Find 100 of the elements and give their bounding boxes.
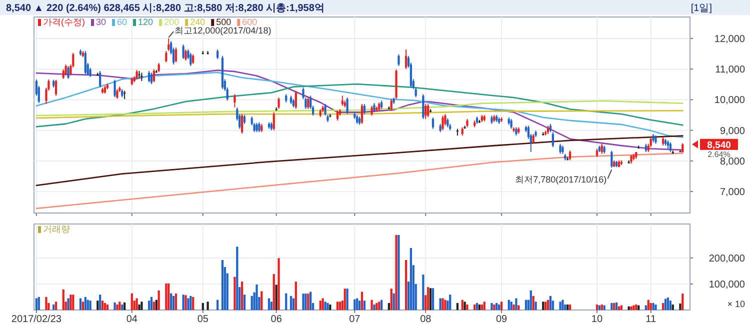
bar (427, 287, 430, 310)
bar (202, 302, 204, 310)
y-tick-label: 7,000 (720, 187, 746, 198)
bar (174, 294, 178, 310)
bar (544, 302, 547, 310)
bar (474, 304, 476, 310)
bar (654, 304, 657, 310)
bar (54, 302, 58, 310)
bar (664, 298, 667, 310)
bar (150, 296, 153, 310)
candlestick (184, 48, 187, 61)
bar (652, 302, 654, 310)
bar (290, 296, 292, 310)
bar (70, 294, 72, 310)
bar (260, 291, 263, 310)
candlestick (67, 66, 70, 80)
bar (294, 282, 297, 310)
bar (647, 300, 650, 310)
candlestick (373, 102, 376, 113)
candlestick (669, 142, 672, 153)
candlestick (552, 132, 554, 148)
x-tick-label: 07 (349, 314, 361, 325)
bar (99, 294, 102, 310)
bar (363, 300, 366, 310)
bar (338, 302, 342, 310)
candlestick (241, 114, 244, 134)
bar (429, 288, 432, 310)
candlestick (422, 94, 424, 120)
bar (292, 298, 295, 310)
bar (549, 296, 552, 310)
bar (38, 296, 40, 310)
legend-label: 60 (117, 17, 128, 27)
bar (130, 293, 133, 310)
bar (62, 289, 64, 310)
bar (562, 300, 564, 310)
candlestick (99, 70, 102, 88)
annotation: 최고12,000(2017/04/18) (174, 25, 272, 36)
bar (616, 302, 618, 310)
bar (206, 302, 209, 310)
bar (307, 294, 310, 310)
candlestick (341, 95, 344, 106)
bar (598, 305, 600, 310)
candlestick (559, 143, 562, 154)
bar (190, 296, 192, 310)
bar (216, 300, 219, 310)
candlestick (140, 72, 143, 82)
bar (275, 284, 278, 310)
bar (380, 300, 383, 310)
bar (422, 274, 424, 310)
bar (444, 300, 446, 310)
y-tick-label: 200,000 (708, 253, 746, 264)
bar (152, 302, 155, 310)
bar (510, 302, 512, 310)
bar (187, 298, 190, 310)
bar (268, 298, 270, 310)
candlestick (390, 98, 392, 112)
candlestick (62, 68, 64, 80)
bar (148, 300, 150, 310)
legend-label: 200 (164, 17, 180, 27)
bar (650, 302, 652, 310)
candlestick (398, 54, 400, 66)
bar (234, 276, 236, 310)
candlestick (682, 142, 684, 153)
candlestick (158, 62, 160, 73)
line-series (36, 152, 684, 210)
bar (532, 296, 534, 310)
bar (184, 295, 187, 310)
bar (662, 302, 664, 310)
bar (285, 293, 288, 310)
bar (638, 305, 640, 310)
annotation: 최저7,780(2017/10/16) (515, 174, 607, 185)
chart-title: 8,540 ▲ 220 (2.64%) 628,465 시:8,280 고:8,580 저:8,280 시총:1,958억 (6, 3, 324, 14)
x-tick-label: 11 (646, 314, 656, 325)
bar (250, 296, 253, 310)
bar (398, 234, 400, 310)
bar (82, 302, 84, 310)
bar (329, 304, 332, 310)
x-tick-label: 05 (197, 314, 209, 325)
bar (168, 283, 170, 310)
bar (324, 302, 326, 310)
candlestick (258, 122, 260, 133)
bar (490, 302, 493, 310)
bar (158, 290, 160, 310)
bar (534, 302, 537, 310)
bar (439, 298, 442, 310)
x-tick-label: 04 (126, 314, 138, 325)
bar (270, 302, 272, 310)
bar (410, 248, 412, 310)
bar (610, 302, 613, 310)
legend: 거래량 (38, 224, 70, 234)
bar (346, 288, 348, 310)
bar (360, 292, 364, 310)
candlestick (114, 79, 116, 98)
legend-label: 600 (242, 17, 258, 27)
bar (442, 298, 444, 310)
bar (96, 300, 99, 310)
candlestick (84, 50, 86, 74)
candlestick (116, 88, 118, 100)
bar (388, 302, 390, 310)
bar (679, 303, 682, 310)
